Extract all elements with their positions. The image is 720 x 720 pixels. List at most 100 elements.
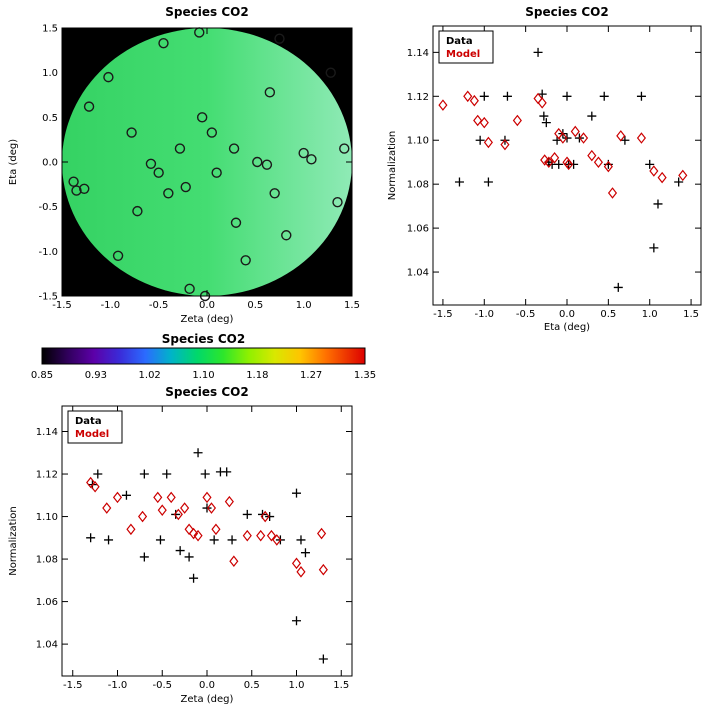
x-tick-label: -1.0 — [108, 680, 128, 691]
model-point-diamond — [229, 555, 239, 567]
data-point-plus — [227, 535, 237, 545]
model-point-diamond — [657, 171, 667, 184]
norm-vs-zeta-panel: -1.5 -1.0 -0.5 0.0 0.5 1.0 1.5 1.04 1.06 1.08 1.10… — [0, 384, 385, 720]
model-point-diamond — [463, 90, 473, 103]
norm-vs-eta-panel: -1.5 -1.0 -0.5 0.0 0.5 1.0 1.5 1.04 1.06 1.08 1.10… — [385, 0, 720, 332]
legend-box — [67, 410, 123, 444]
model-point-diamond — [578, 132, 589, 144]
series-data — [454, 47, 684, 292]
model-point-diamond — [193, 529, 203, 542]
data-point-plus — [454, 177, 464, 187]
y-tick-label: 0.0 — [42, 158, 58, 169]
model-point-diamond — [102, 502, 112, 514]
sky-map-svg: -1.5 -1.0 -0.5 0.0 0.5 1.0 1.5 -1.5 -1.0 -0.5 0.0 0… — [8, 5, 360, 325]
scatter-svg: -1.5 -1.0 -0.5 0.0 0.5 1.0 1.5 1.04 1.06 1.08 1.10… — [8, 385, 353, 705]
y-axis-label: Eta (deg) — [8, 139, 19, 185]
x-tick-label: -0.5 — [149, 300, 169, 311]
data-point-plus — [620, 135, 630, 145]
x-tick-label: -1.0 — [101, 300, 121, 311]
source-position-circle — [261, 159, 273, 170]
data-point-plus — [121, 490, 131, 500]
data-point-plus — [554, 159, 564, 169]
source-position-circle — [153, 167, 164, 178]
data-point-plus — [539, 111, 549, 121]
data-point-plus — [242, 509, 252, 519]
y-tick-label: 1.08 — [407, 180, 429, 191]
source-position-circle — [184, 283, 195, 295]
model-point-diamond — [224, 495, 234, 508]
x-tick-label: -1.5 — [63, 680, 83, 691]
x-tick-label: 1.0 — [289, 680, 305, 691]
data-point-plus — [171, 509, 181, 519]
model-point-diamond — [317, 527, 327, 540]
colorbar-tick-label: 1.27 — [300, 370, 322, 381]
y-tick-label: -0.5 — [38, 202, 58, 213]
source-position-circle — [112, 250, 124, 262]
colorbar-bar — [41, 347, 366, 365]
data-point-plus — [189, 573, 199, 583]
series-data — [86, 448, 328, 664]
data-point-plus — [533, 47, 543, 57]
source-position-circle — [332, 196, 343, 208]
scatter-svg: -1.5 -1.0 -0.5 0.0 0.5 1.0 1.5 1.04 1.06 1.08 1.10… — [387, 5, 702, 332]
data-point-plus — [222, 467, 232, 477]
legend-entry-model: Model — [446, 49, 480, 60]
plot-title: Species CO2 — [525, 5, 608, 19]
source-position-circle — [79, 183, 90, 195]
source-position-circle — [228, 143, 240, 154]
data-point-plus — [139, 469, 149, 479]
y-tick-label: 1.5 — [42, 24, 58, 35]
model-point-diamond — [550, 152, 560, 164]
plot-frame — [432, 25, 702, 306]
model-point-diamond — [533, 92, 543, 105]
x-tick-label: 1.5 — [344, 300, 360, 311]
data-point-plus — [93, 469, 103, 479]
source-position-circle — [163, 188, 174, 199]
sky-map-panel: -1.5 -1.0 -0.5 0.0 0.5 1.0 1.5 -1.5 -1.0 -0.5 0.0 0… — [0, 0, 385, 332]
x-tick-label: 0.5 — [244, 680, 260, 691]
y-tick-label: 1.14 — [407, 48, 429, 59]
x-tick-label: -1.5 — [52, 300, 72, 311]
model-point-diamond — [607, 187, 618, 199]
legend-entry-data: Data — [446, 36, 473, 47]
data-point-plus — [193, 448, 203, 458]
model-point-diamond — [180, 502, 190, 514]
y-tick-label: 1.14 — [36, 427, 58, 438]
data-point-plus — [292, 616, 302, 626]
y-tick-label: 1.06 — [36, 597, 58, 608]
model-point-diamond — [587, 149, 597, 162]
model-point-diamond — [537, 97, 547, 109]
model-point-diamond — [211, 523, 221, 536]
source-position-circle — [103, 71, 114, 83]
model-point-diamond — [558, 132, 568, 144]
source-position-circle — [132, 205, 143, 217]
colorbar-title: Species CO2 — [162, 332, 245, 346]
model-point-diamond — [540, 154, 550, 166]
data-point-plus — [483, 177, 493, 187]
model-point-diamond — [483, 136, 493, 149]
model-point-diamond — [272, 534, 282, 546]
source-position-circle — [339, 143, 350, 154]
y-tick-label: -1.0 — [38, 247, 58, 258]
x-tick-label: 0.5 — [600, 309, 616, 320]
legend: Data Model — [67, 410, 123, 444]
source-position-circle — [281, 230, 292, 241]
colorbar-tick-label: 1.18 — [246, 370, 268, 381]
data-point-plus — [502, 91, 512, 101]
data-point-plus — [296, 535, 306, 545]
model-point-diamond — [649, 165, 659, 177]
x-tick-label: 1.5 — [333, 680, 349, 691]
legend-box — [438, 30, 494, 64]
data-point-plus — [209, 535, 219, 545]
data-point-plus — [569, 159, 579, 169]
model-point-diamond — [570, 125, 580, 138]
data-point-plus — [300, 548, 310, 558]
colorbar-tick-label: 1.02 — [139, 370, 161, 381]
x-tick-label: 1.0 — [296, 300, 312, 311]
source-position-circle — [126, 127, 137, 138]
model-point-diamond — [266, 529, 277, 542]
data-point-plus — [541, 118, 551, 128]
y-axis-label: Normalization — [8, 506, 19, 576]
model-point-diamond — [189, 527, 199, 540]
model-point-diamond — [137, 510, 148, 523]
